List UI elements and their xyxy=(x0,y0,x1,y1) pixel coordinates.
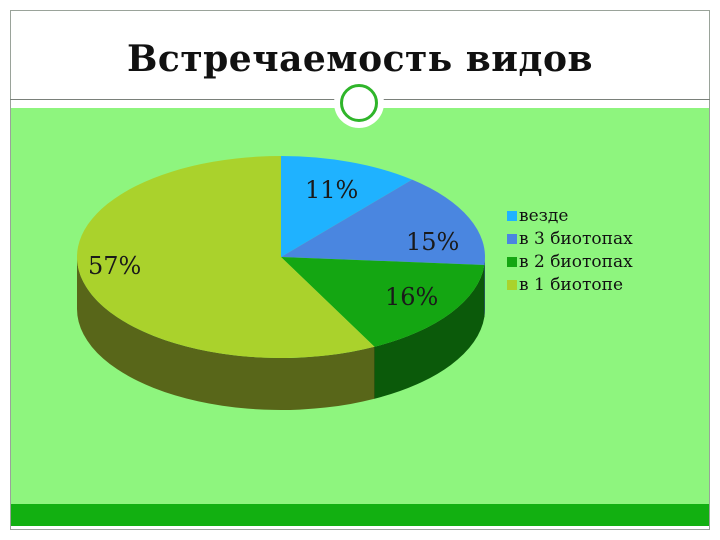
legend-swatch-1-biotope xyxy=(507,279,517,290)
data-label-vezde: 11% xyxy=(305,176,358,204)
data-label-3-biotopes: 15% xyxy=(406,228,459,256)
pie-data-labels: 11% 15% 16% 57% xyxy=(88,176,459,311)
legend-swatch-vezde xyxy=(507,210,517,221)
circle-ornament-icon xyxy=(334,78,384,128)
legend-item-2-biotopes: в 2 биотопах xyxy=(507,250,633,273)
pie-side-2-biotopes xyxy=(374,265,485,399)
data-label-1-biotope: 57% xyxy=(88,252,141,280)
pie-slices xyxy=(76,156,485,358)
legend-label-3-biotopes: в 3 биотопах xyxy=(519,228,633,249)
chart-legend: везде в 3 биотопах в 2 биотопах в 1 биот… xyxy=(507,204,633,296)
legend-label-2-biotopes: в 2 биотопах xyxy=(519,251,633,272)
legend-swatch-2-biotopes xyxy=(507,256,517,267)
data-label-2-biotopes: 16% xyxy=(385,283,438,311)
pie-slice-vezde xyxy=(281,156,413,257)
pie-slice-2-biotopes xyxy=(281,257,485,347)
legend-label-1-biotope: в 1 биотопе xyxy=(519,274,624,295)
slide-title: Встречаемость видов xyxy=(126,38,594,80)
legend-item-3-biotopes: в 3 биотопах xyxy=(507,227,633,250)
legend-item-1-biotope: в 1 биотопе xyxy=(507,273,633,296)
footer-band xyxy=(11,504,709,526)
circle-ring-icon xyxy=(340,84,378,122)
legend-label-vezde: везде xyxy=(519,205,569,226)
pie-side-1-biotope xyxy=(77,257,375,410)
pie-sides xyxy=(77,257,485,410)
legend-item-vezde: везде xyxy=(507,204,633,227)
legend-swatch-3-biotopes xyxy=(507,233,517,244)
pie-side-3-biotopes xyxy=(484,257,485,318)
pie-slice-3-biotopes xyxy=(281,179,485,266)
pie-slice-1-biotope xyxy=(76,156,375,358)
